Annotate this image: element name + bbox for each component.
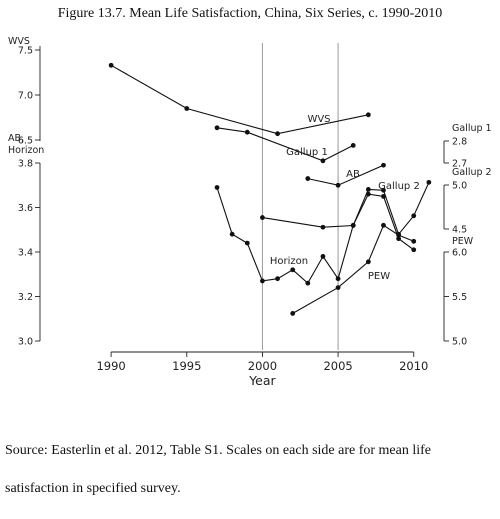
data-point-horizon [214,185,220,190]
data-point-horizon [335,276,341,282]
data-point-horizon [275,276,280,282]
series-line-pew [292,224,414,314]
data-point-gallup-1 [214,125,220,131]
data-point-horizon [244,240,250,246]
data-point-horizon [396,236,402,242]
data-point-wvs [365,112,371,118]
x-tick-label: 1995 [172,359,201,373]
y-tick-label-right: 5.0 [452,181,467,192]
data-point-horizon [365,191,371,197]
series-label-ab: AB [346,169,360,180]
data-point-gallup-2 [411,213,417,219]
data-point-pew [290,311,296,316]
y-axis-label-ab-horizon-line1: AB, [8,133,24,144]
y-tick-label-right: 6.0 [452,248,467,259]
data-point-horizon [411,247,417,253]
y-tick-label-left: 7.5 [18,46,33,57]
line-chart: 7.57.06.53.83.63.43.23.0WVSAB,Horizon2.8… [8,36,492,388]
data-point-horizon [260,278,265,284]
data-point-gallup-1 [350,143,356,148]
x-tick-label: 2010 [399,359,428,373]
y-tick-label-right: 2.8 [452,137,467,148]
y-tick-label-left: 6.5 [18,136,33,147]
series-label-gallup-2: Gallup 2 [378,181,420,192]
y-tick-label-right: 5.0 [452,337,467,348]
series-line-gallup-2 [262,182,430,236]
series-line-horizon [216,187,415,285]
data-point-horizon [320,254,326,259]
data-point-horizon [350,222,356,228]
figure-title: Figure 13.7. Mean Life Satisfaction, Chi… [57,6,443,21]
y-axis-label-ab-horizon-line2: Horizon [8,145,44,156]
data-point-wvs [275,131,280,137]
series-label-wvs: WVS [307,114,330,125]
y-tick-label-left: 3.6 [18,203,33,214]
series-line-wvs [110,64,369,135]
source-note-continued: satisfaction in specified survey. [5,481,181,496]
series-line-gallup-1 [216,127,354,162]
data-point-pew [411,238,417,244]
data-point-pew [365,259,371,265]
data-point-pew [381,222,386,228]
series-label-pew: PEW [368,271,390,282]
x-tick-label: 2005 [323,359,352,373]
data-point-pew [396,232,402,238]
series-label-horizon: Horizon [270,256,308,267]
y-tick-label-left: 3.4 [18,248,33,259]
data-point-gallup-2 [365,187,371,192]
y-axis-label-wvs: WVS [8,36,30,47]
data-point-horizon [305,280,311,286]
data-point-gallup-2 [426,179,432,185]
data-point-wvs [184,106,190,111]
x-tick-label: 2000 [248,359,277,373]
data-point-ab [305,176,311,181]
data-point-gallup-2 [381,187,386,193]
data-point-horizon [290,267,296,273]
data-point-horizon [229,231,235,237]
chart-axes: 7.57.06.53.83.63.43.23.0WVSAB,Horizon2.8… [8,36,492,388]
chart-series [108,62,432,316]
x-tick-label: 1990 [96,359,125,373]
data-point-gallup-2 [320,224,326,230]
y-axis-label-gallup1: Gallup 1 [452,123,492,134]
chart-series-labels: WVS Gallup 1 AB Gallup 2 Horizon PEW [270,114,420,282]
y-tick-label-left: 7.0 [18,91,33,102]
source-note: Source: Easterlin et al. 2012, Table S1.… [5,443,432,458]
data-point-gallup-1 [320,158,326,164]
y-tick-label-left: 3.2 [18,292,33,303]
y-tick-label-right: 4.5 [452,225,467,236]
data-point-horizon [381,193,386,199]
data-point-gallup-2 [260,215,265,220]
y-axis-label-gallup2: Gallup 2 [452,167,492,178]
series-label-gallup-1: Gallup 1 [286,147,328,158]
x-axis-title: Year [248,373,276,388]
data-point-pew [335,285,341,290]
y-tick-label-right: 2.7 [452,159,467,170]
y-axis-label-pew: PEW [452,236,474,247]
data-point-ab [335,182,341,188]
data-point-gallup-1 [244,129,250,135]
data-point-wvs [108,62,114,68]
y-tick-label-right: 5.5 [452,292,467,303]
y-tick-label-left: 3.8 [18,159,33,170]
data-point-ab [381,162,386,168]
y-tick-label-left: 3.0 [18,337,33,348]
